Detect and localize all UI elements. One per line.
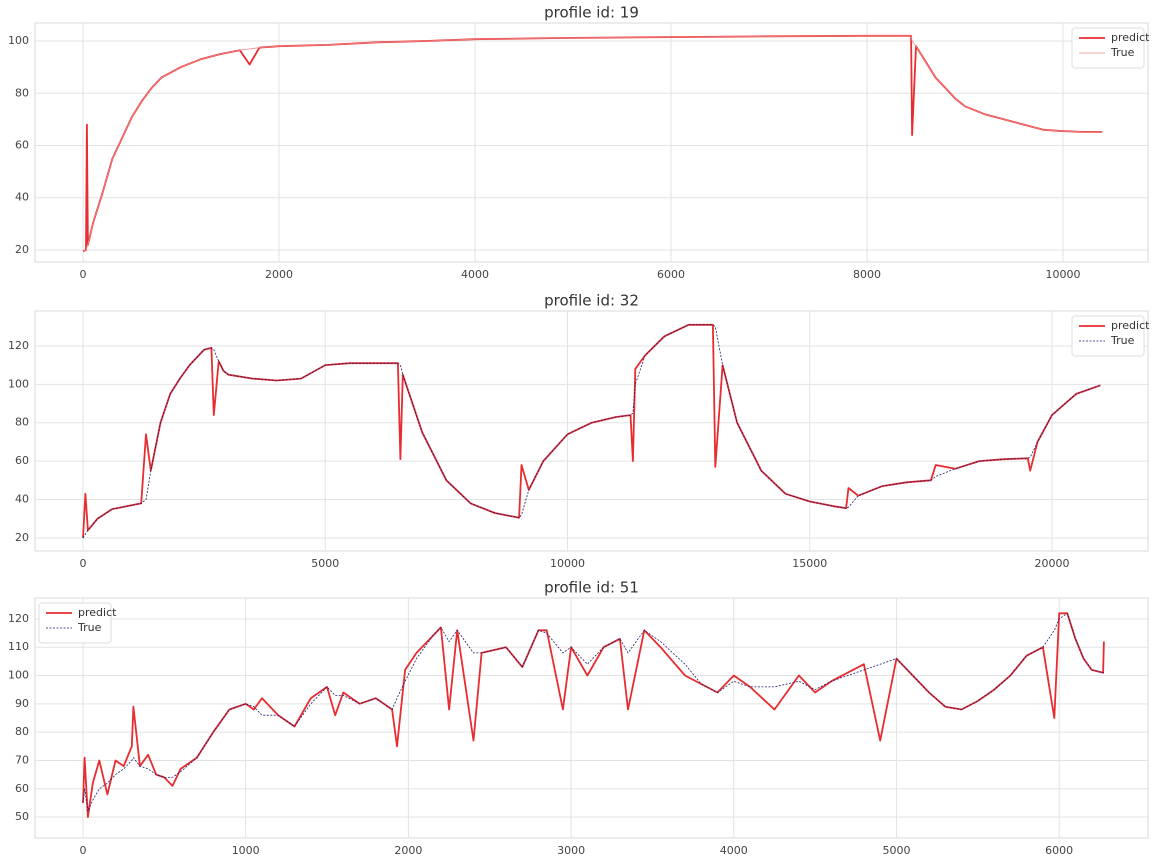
series-line	[82, 324, 1101, 539]
legend-label: predict	[1111, 31, 1150, 44]
legend: predict True	[1071, 315, 1150, 357]
panel: 0 1000 2000 3000 4000 5000 6000 50 60 70 80 90 100 11…	[8, 579, 1149, 857]
y-tick-label: 20	[15, 243, 29, 256]
x-tick-label: 6000	[657, 268, 685, 281]
legend-label: True	[1110, 334, 1135, 347]
y-tick-label: 20	[15, 531, 29, 544]
panel: 0 5000 10000 15000 20000 20 40 60 80 100 120 profil…	[8, 292, 1150, 571]
legend: predict True	[38, 602, 117, 644]
series-line	[82, 35, 1103, 252]
x-tick-label: 15000	[792, 557, 827, 570]
y-tick-label: 60	[15, 139, 29, 152]
y-tick-label: 100	[8, 34, 29, 47]
x-tick-label: 10000	[1046, 268, 1081, 281]
x-tick-label: 0	[80, 557, 87, 570]
chart-title: profile id: 51	[544, 579, 639, 597]
x-tick-label: 3000	[557, 844, 585, 857]
y-tick-label: 60	[15, 454, 29, 467]
chart-title: profile id: 32	[544, 292, 639, 310]
x-tick-label: 5000	[311, 557, 339, 570]
y-tick-label: 120	[8, 612, 29, 625]
y-tick-label: 40	[15, 493, 29, 506]
x-tick-label: 10000	[550, 557, 585, 570]
x-tick-label: 2000	[394, 844, 422, 857]
y-tick-label: 100	[8, 669, 29, 682]
x-tick-label: 8000	[853, 268, 881, 281]
y-tick-label: 50	[15, 810, 29, 823]
y-tick-label: 40	[15, 191, 29, 204]
y-tick-label: 80	[15, 725, 29, 738]
series-line	[82, 323, 1101, 538]
legend: predict True	[1071, 27, 1150, 69]
plot-area	[34, 597, 1149, 839]
chart-title: profile id: 19	[544, 4, 639, 22]
x-tick-label: 6000	[1045, 844, 1073, 857]
x-tick-label: 4000	[461, 268, 489, 281]
y-tick-label: 80	[15, 86, 29, 99]
plot-area	[34, 310, 1149, 552]
x-tick-label: 0	[79, 844, 86, 857]
x-tick-label: 20000	[1035, 557, 1070, 570]
y-tick-label: 100	[8, 377, 29, 390]
legend-label: True	[77, 621, 102, 634]
x-tick-label: 1000	[232, 844, 260, 857]
y-tick-label: 120	[8, 339, 29, 352]
x-tick-label: 5000	[882, 844, 910, 857]
series-line	[82, 612, 1105, 818]
panel: 0 2000 4000 6000 8000 10000 20 40 60 80 100 profile…	[8, 4, 1150, 282]
legend-label: True	[1110, 46, 1135, 59]
x-tick-label: 2000	[265, 268, 293, 281]
x-tick-label: 4000	[720, 844, 748, 857]
y-tick-label: 80	[15, 416, 29, 429]
y-tick-label: 60	[15, 782, 29, 795]
y-tick-label: 90	[15, 697, 29, 710]
x-tick-label: 0	[80, 268, 87, 281]
y-tick-label: 110	[8, 640, 29, 653]
legend-label: predict	[78, 606, 117, 619]
legend-label: predict	[1111, 319, 1150, 332]
y-tick-label: 70	[15, 753, 29, 766]
plot-area	[34, 22, 1149, 263]
